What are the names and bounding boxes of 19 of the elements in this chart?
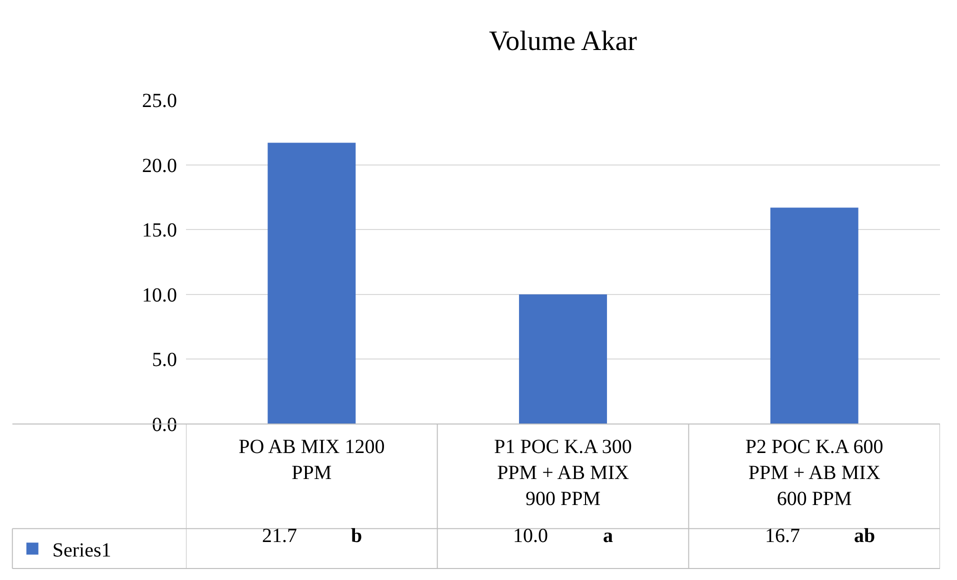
- text: b: [351, 525, 362, 547]
- x-tick-label: P1 POC K.A 300 PPM + AB MIX 900 PPM: [494, 436, 632, 510]
- bar: [519, 294, 607, 424]
- y-tick-label: 20.0: [142, 154, 177, 177]
- y-tick-label: 25.0: [142, 90, 177, 112]
- data-label: 16.7: [765, 525, 800, 547]
- x-tick-label: PO AB MIX 1200 PPM: [238, 436, 385, 484]
- legend-label: Series1: [52, 539, 112, 562]
- text: ab: [854, 525, 876, 547]
- data-label: 21.7: [262, 525, 297, 547]
- y-tick-label: 5.0: [152, 349, 177, 372]
- y-tick-label: 15.0: [142, 220, 177, 242]
- x-tick-label: P2 POC K.A 600 PPM + AB MIX 600 PPM: [745, 436, 884, 510]
- text: a: [603, 525, 613, 547]
- data-label: 10.0: [513, 525, 548, 547]
- y-tick-label: 10.0: [142, 284, 177, 306]
- bar: [770, 208, 858, 424]
- chart-title: Volume Akar: [488, 26, 638, 57]
- bar: [268, 142, 356, 424]
